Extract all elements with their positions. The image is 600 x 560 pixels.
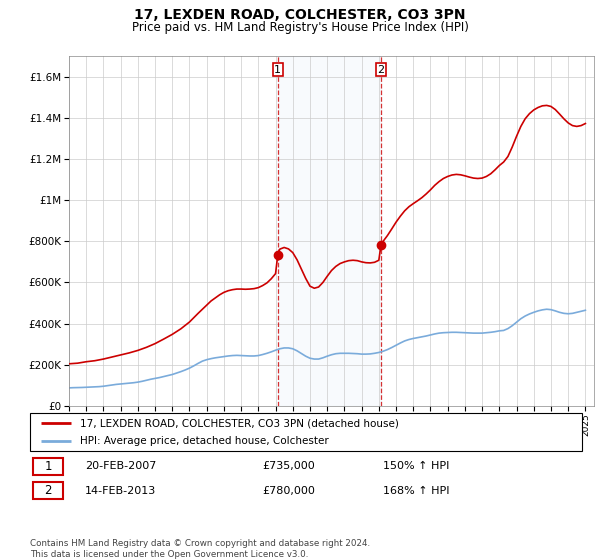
Text: 14-FEB-2013: 14-FEB-2013	[85, 486, 157, 496]
Bar	[278, 56, 381, 406]
Text: 17, LEXDEN ROAD, COLCHESTER, CO3 3PN: 17, LEXDEN ROAD, COLCHESTER, CO3 3PN	[134, 8, 466, 22]
FancyBboxPatch shape	[33, 458, 63, 475]
Text: 17, LEXDEN ROAD, COLCHESTER, CO3 3PN (detached house): 17, LEXDEN ROAD, COLCHESTER, CO3 3PN (de…	[80, 418, 398, 428]
Text: £780,000: £780,000	[262, 486, 315, 496]
Text: 150% ↑ HPI: 150% ↑ HPI	[383, 461, 449, 472]
Text: 20-FEB-2007: 20-FEB-2007	[85, 461, 157, 472]
Text: HPI: Average price, detached house, Colchester: HPI: Average price, detached house, Colc…	[80, 436, 328, 446]
FancyBboxPatch shape	[33, 482, 63, 500]
Text: £735,000: £735,000	[262, 461, 314, 472]
Text: 168% ↑ HPI: 168% ↑ HPI	[383, 486, 450, 496]
Text: 1: 1	[44, 460, 52, 473]
Text: 2: 2	[44, 484, 52, 497]
Text: 1: 1	[274, 65, 281, 74]
Text: Price paid vs. HM Land Registry's House Price Index (HPI): Price paid vs. HM Land Registry's House …	[131, 21, 469, 34]
Text: Contains HM Land Registry data © Crown copyright and database right 2024.
This d: Contains HM Land Registry data © Crown c…	[30, 539, 370, 559]
Text: 2: 2	[377, 65, 385, 74]
